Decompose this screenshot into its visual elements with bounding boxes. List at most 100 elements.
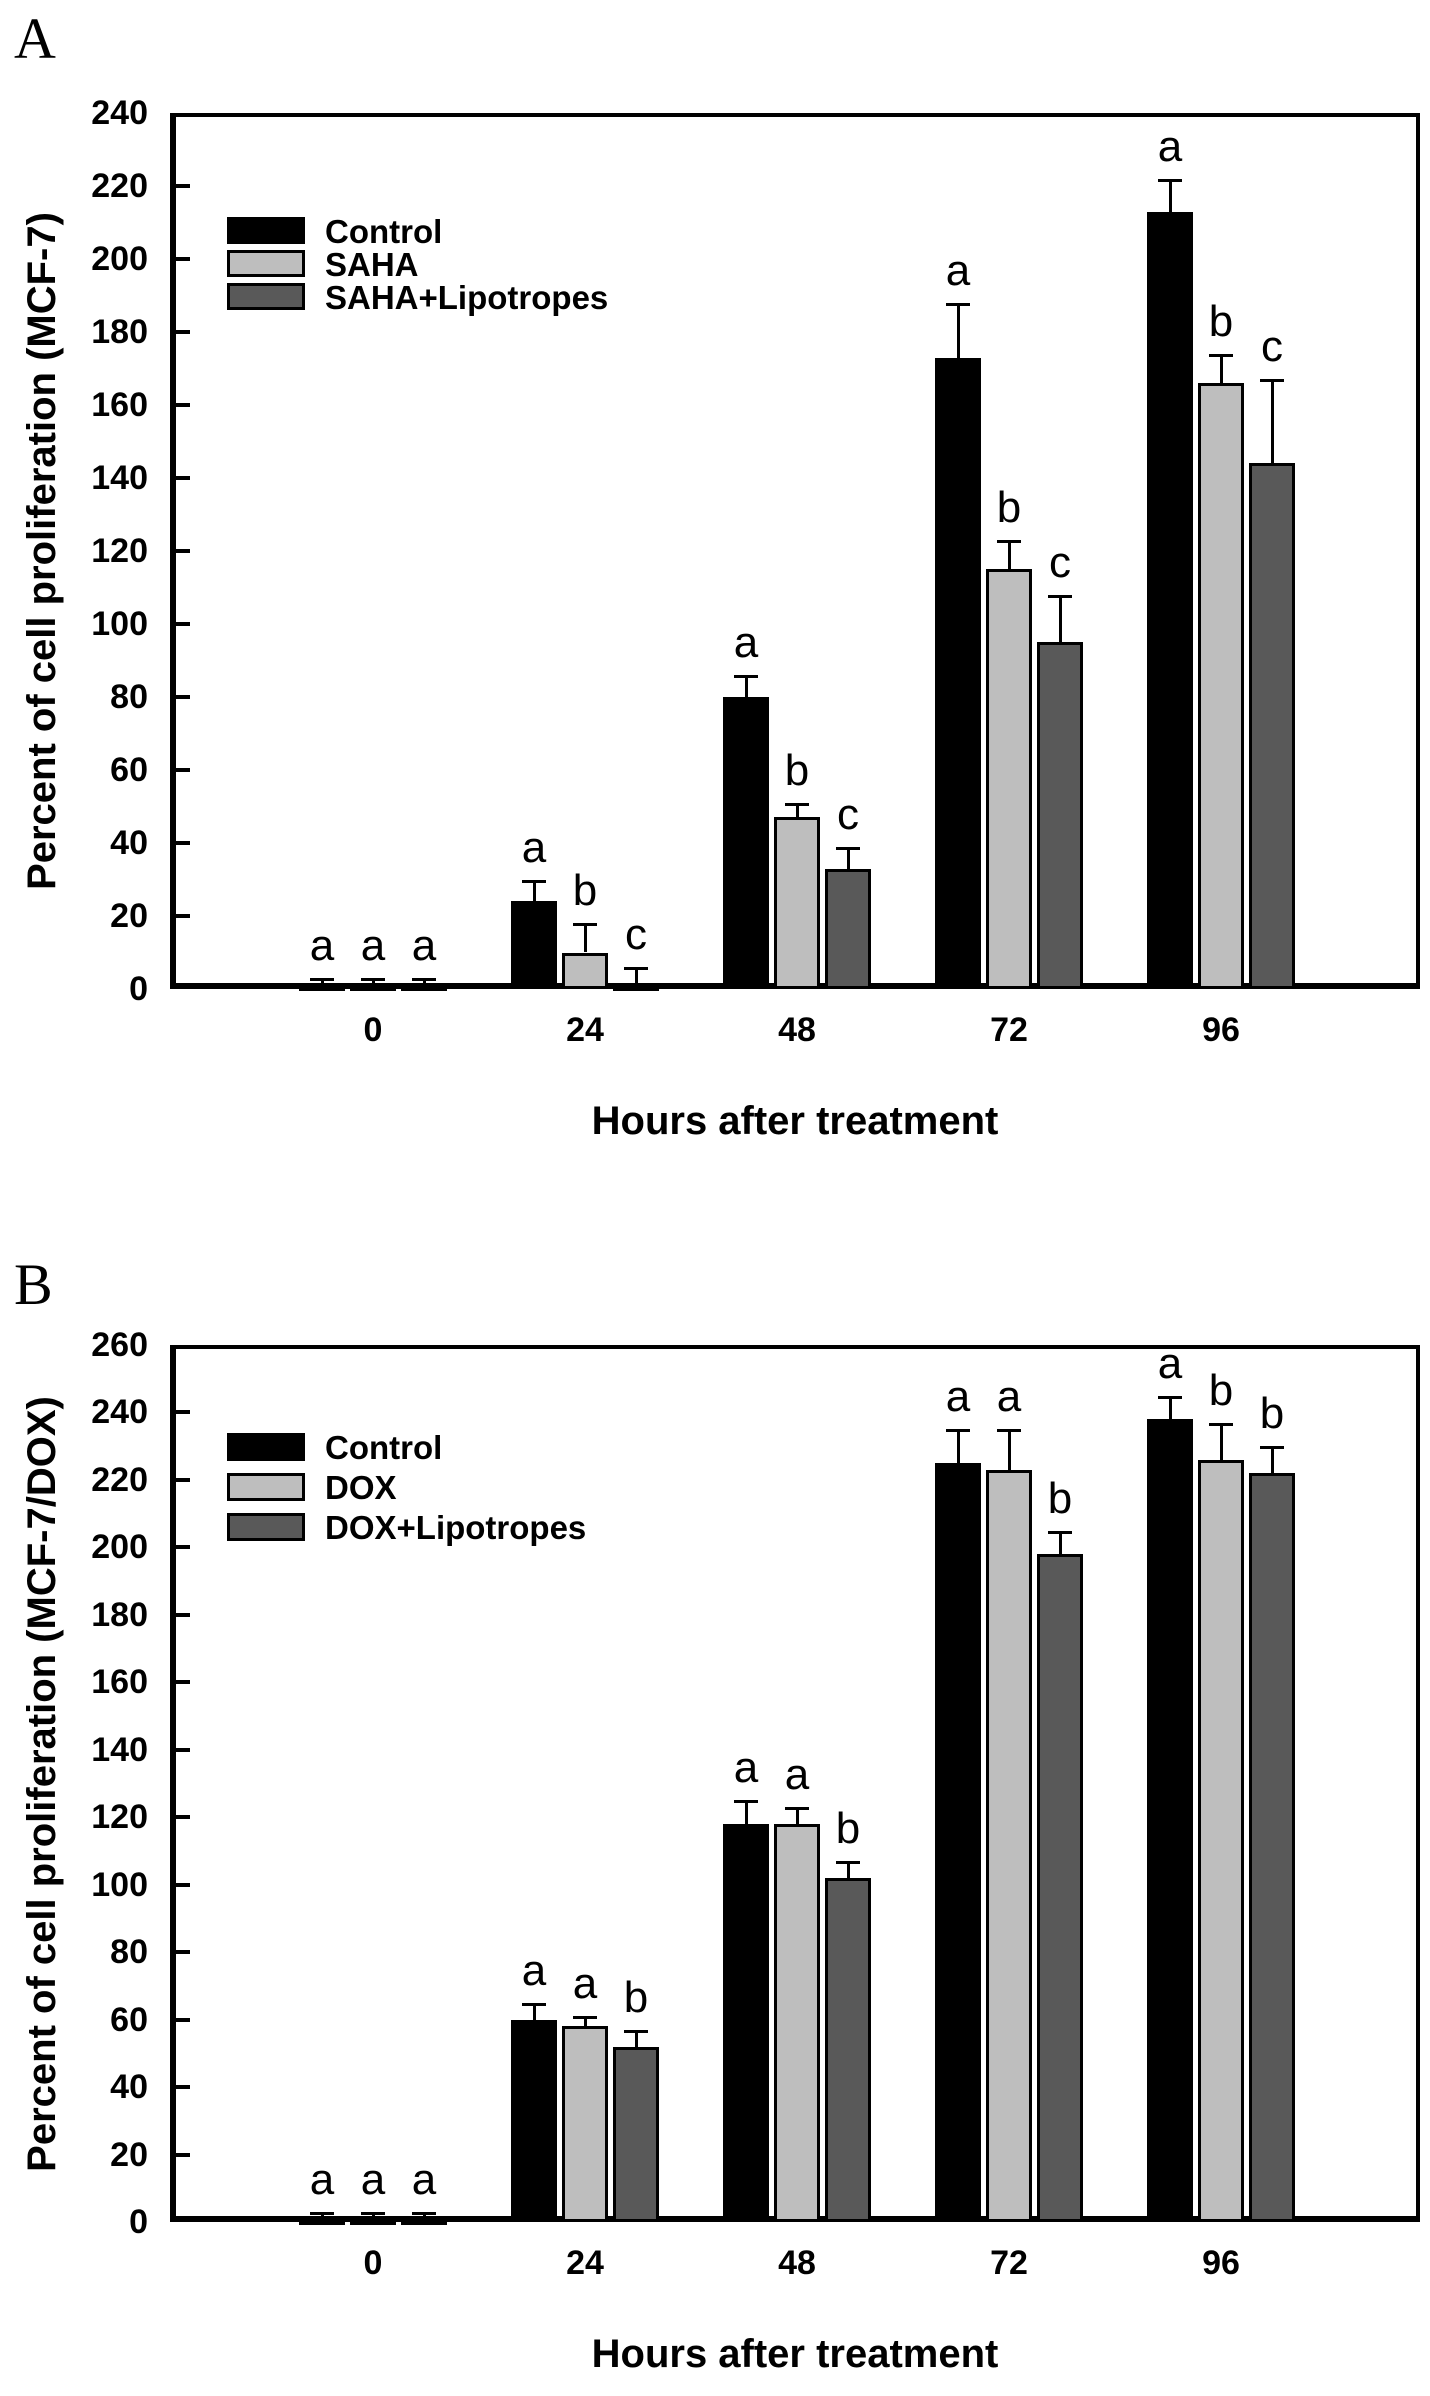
error-bar-cap [997, 1429, 1021, 1433]
y-axis-tick [176, 1882, 190, 1887]
x-tick-label: 72 [990, 2244, 1028, 2282]
y-tick-label: 240 [91, 1393, 148, 1432]
bar-saha-lipotropes-0h [401, 985, 447, 992]
legend-swatch-saha [227, 250, 305, 277]
y-axis-tick [176, 1747, 190, 1752]
error-bar-cap [946, 1429, 970, 1433]
legend-swatch-control [227, 1433, 305, 1461]
significance-letter: c [625, 910, 647, 960]
bar-control-0h [299, 2218, 345, 2225]
y-axis-tick [176, 841, 190, 845]
error-bar-cap [624, 2029, 648, 2033]
x-tick-label: 48 [778, 1011, 816, 1049]
significance-letter: a [572, 1959, 598, 2009]
error-bar-cap [310, 978, 334, 982]
error-bar-stem [371, 2211, 375, 2219]
significance-letter: a [360, 921, 386, 971]
error-bar-stem [1270, 379, 1274, 464]
y-tick-label: 80 [110, 1933, 148, 1972]
error-bar-stem [583, 923, 587, 953]
y-axis-tick [176, 549, 190, 553]
bar-dox-lipotropes-72h [1037, 1554, 1083, 2222]
y-tick-label: 240 [91, 94, 148, 132]
significance-letter: a [945, 245, 971, 295]
legend-swatch-saha-lipotropes [227, 283, 305, 310]
error-bar-cap [997, 540, 1021, 544]
y-axis-tick [176, 1477, 190, 1482]
y-axis-tick [176, 1410, 190, 1415]
bar-dox-96h [1198, 1459, 1244, 2222]
y-axis-tick [176, 622, 190, 626]
bar-saha-lipotropes-48h [825, 868, 871, 989]
error-bar-stem [1270, 1446, 1274, 1474]
y-axis-tick [176, 768, 190, 772]
y-axis-tick [176, 1950, 190, 1955]
bar-saha-48h [774, 817, 820, 989]
error-bar-cap [624, 967, 648, 971]
error-bar-cap [361, 978, 385, 982]
bar-saha-lipotropes-24h [613, 985, 659, 992]
bar-dox-24h [562, 2026, 608, 2222]
y-tick-label: 200 [91, 240, 148, 278]
bar-saha-24h [562, 952, 608, 989]
bar-control-72h [935, 1463, 981, 2222]
y-axis-tick [176, 330, 190, 334]
error-bar-cap [412, 978, 436, 982]
error-bar-cap [1260, 379, 1284, 383]
significance-letter: b [572, 866, 598, 916]
y-tick-label: 220 [91, 167, 148, 205]
bar-dox-lipotropes-48h [825, 1877, 871, 2222]
bar-control-72h [935, 357, 981, 989]
y-tick-label: 120 [91, 1798, 148, 1837]
x-tick-label: 24 [566, 1011, 604, 1049]
bar-saha-lipotropes-96h [1249, 463, 1295, 989]
significance-letter: a [733, 618, 759, 668]
y-axis-tick [176, 1612, 190, 1617]
error-bar-stem [956, 302, 960, 358]
significance-letter: b [835, 1804, 861, 1854]
error-bar-cap [734, 1800, 758, 1804]
legend-swatch-dox [227, 1473, 305, 1501]
error-bar-stem [846, 846, 850, 869]
significance-letter: a [945, 1372, 971, 1422]
x-tick-label: 48 [778, 2244, 816, 2282]
y-axis-tick [176, 2085, 190, 2090]
significance-letter: a [996, 1372, 1022, 1422]
y-axis-tick [176, 1815, 190, 1820]
error-bar-cap [734, 675, 758, 679]
y-axis-tick [176, 2017, 190, 2022]
x-axis-title: Hours after treatment [591, 2332, 999, 2376]
significance-letter: a [411, 921, 437, 971]
y-axis-tick [176, 403, 190, 407]
y-tick-label: 40 [110, 2068, 148, 2107]
significance-letter: a [309, 921, 335, 971]
y-axis-tick [176, 257, 190, 261]
x-tick-label: 96 [1202, 1011, 1240, 1049]
error-bar-cap [522, 2002, 546, 2006]
y-tick-label: 40 [110, 824, 148, 862]
error-bar-stem [634, 967, 638, 986]
significance-letter: b [1047, 1473, 1073, 1523]
y-tick-label: 20 [110, 897, 148, 935]
error-bar-cap [1260, 1446, 1284, 1450]
bar-control-24h [511, 901, 557, 989]
error-bar-cap [946, 302, 970, 306]
significance-letter: a [1157, 1338, 1183, 1388]
significance-letter: c [837, 789, 859, 839]
error-bar-cap [573, 923, 597, 927]
significance-letter: a [521, 1945, 547, 1995]
panel-A: A 0 20 40 60 80 100 120 140 160 180 200 220 240 0 24 48 7… [14, 10, 1420, 1141]
y-tick-label: 200 [91, 1528, 148, 1567]
bar-saha-lipotropes-72h [1037, 642, 1083, 989]
panel-B: B 0 20 40 60 80 100 120 140 160 180 200 220 240 260 0 24… [14, 1256, 1420, 2374]
bar-dox-lipotropes-96h [1249, 1473, 1295, 2222]
error-bar-stem [1168, 178, 1172, 212]
significance-letter: b [1259, 1389, 1285, 1439]
y-axis-title: Percent of cell proliferation (MCF-7/DOX… [20, 1395, 64, 2172]
y-tick-label: 80 [110, 678, 148, 716]
error-bar-cap [785, 1807, 809, 1811]
error-bar-cap [836, 1861, 860, 1865]
error-bar-stem [1219, 1422, 1223, 1460]
error-bar-stem [1007, 1429, 1011, 1470]
